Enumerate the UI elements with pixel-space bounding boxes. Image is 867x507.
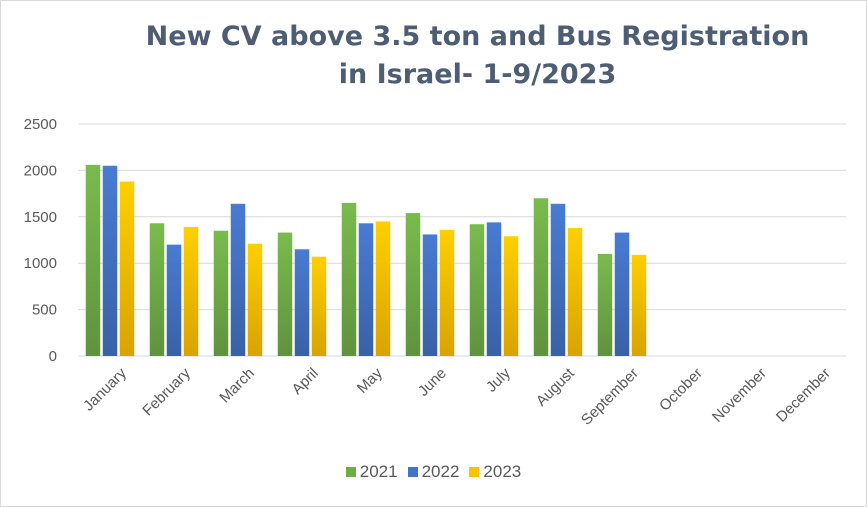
x-tick-label: December [773,365,834,426]
bar-2022-september [614,232,630,356]
y-axis-ticks: 0 500 1000 1500 2000 2500 [24,116,57,365]
legend-swatch [345,467,356,477]
x-tick-label: May [354,364,386,396]
legend-item: 2022 [407,462,460,482]
x-tick-label: September [578,365,642,429]
bar-2021-april [277,232,293,356]
bar-2022-february [166,244,182,356]
legend-label: 2023 [483,462,522,481]
y-tick-label: 500 [32,302,57,319]
x-tick-label: January [80,364,130,414]
bar-2021-may [341,202,357,356]
legend-swatch [469,467,480,477]
y-tick-label: 1500 [24,209,57,226]
bar-2021-june [405,213,421,356]
bar-2022-april [294,249,310,356]
x-axis-ticks: January February March April May June July Augu… [80,364,834,428]
bar-2023-january [119,181,135,356]
bar-2021-september [597,253,613,356]
bar-2021-august [533,198,549,356]
bar-2022-june [422,234,438,356]
x-tick-label: March [216,365,257,406]
bar-2023-july [503,236,519,356]
chart-title-line-2: in Israel- 1-9/2023 [338,59,617,90]
x-tick-label: November [709,365,770,426]
x-tick-label: April [289,365,322,398]
bar-2022-may [358,223,374,356]
bar-2022-july [486,222,502,356]
y-tick-label: 2500 [24,116,57,133]
x-tick-label: June [415,365,450,400]
bar-2023-april [311,256,327,356]
bar-2023-august [567,227,583,356]
bar-2023-june [439,229,455,356]
bar-2023-february [183,227,199,356]
legend-label: 2022 [421,462,460,481]
x-tick-label: August [533,364,579,410]
bar-2021-february [149,223,165,356]
y-tick-label: 2000 [24,162,57,179]
bar-2023-may [375,221,391,356]
legend-item: 2023 [469,462,521,482]
legend-label: 2021 [359,462,398,481]
legend-swatch [407,467,418,477]
legend-item: 2021 [345,462,398,482]
x-tick-label: July [483,364,514,395]
x-tick-label: February [139,364,194,419]
bar-2023-september [631,254,647,356]
chart-title: New CV above 3.5 ton and Bus Registratio… [0,18,867,94]
bars [85,164,647,356]
legend: 2021 2022 2023 [0,462,867,482]
bar-2021-march [213,230,229,356]
chart-title-line-1: New CV above 3.5 ton and Bus Registratio… [145,21,810,52]
gridlines [78,123,846,357]
bar-2023-march [247,243,263,356]
bar-2021-july [469,224,485,356]
y-tick-label: 0 [49,348,57,365]
bar-2022-august [550,203,566,356]
bar-2021-january [85,164,101,356]
x-tick-label: October [656,365,706,415]
y-tick-label: 1000 [24,255,57,272]
bar-2022-march [230,203,246,356]
bar-2022-january [102,165,118,356]
